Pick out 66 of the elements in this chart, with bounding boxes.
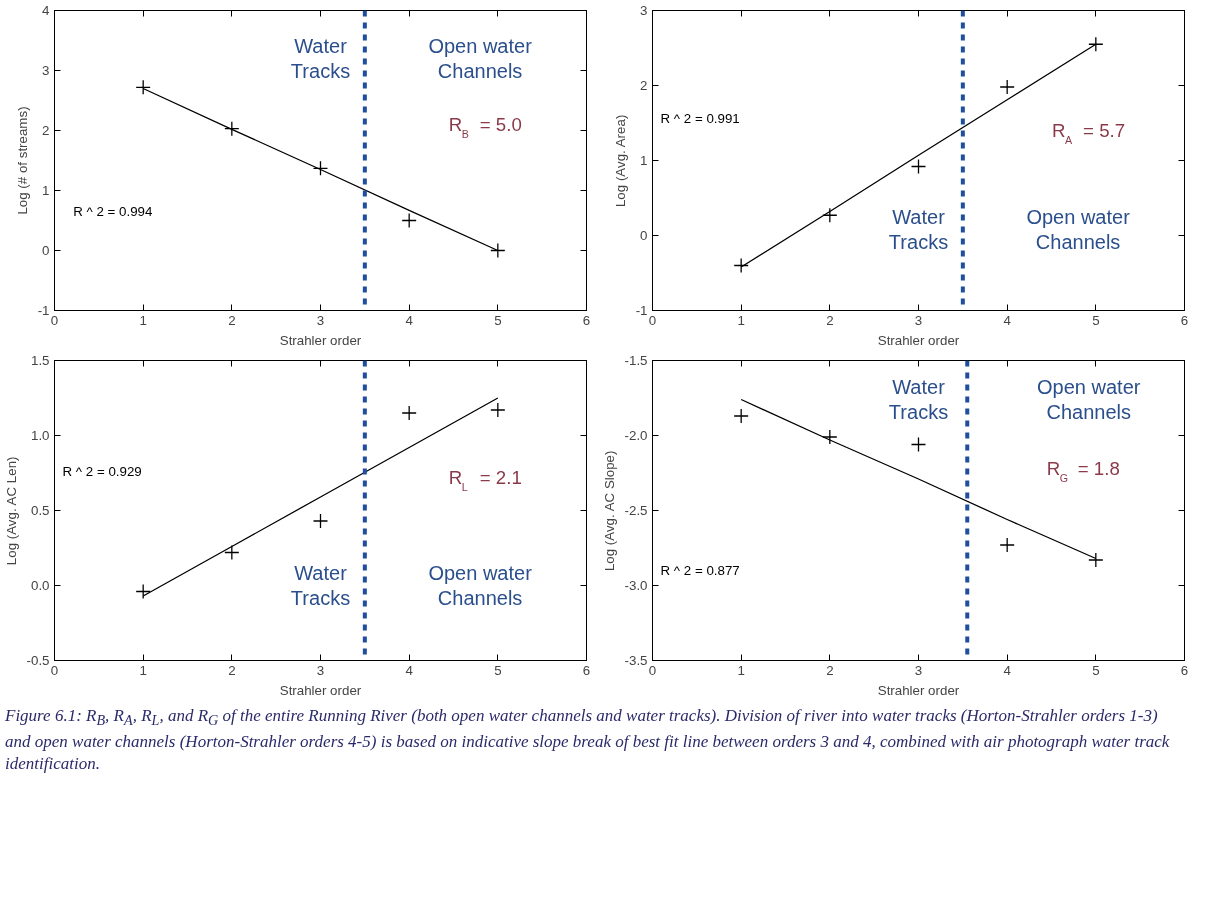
y-tick-label: 1.5 bbox=[30, 353, 50, 368]
annotation: Water Tracks bbox=[290, 562, 351, 609]
y-tick-label: -2.0 bbox=[624, 428, 648, 443]
x-tick-label: 4 bbox=[405, 312, 414, 328]
x-tick-label: 5 bbox=[1092, 662, 1100, 678]
y-tick-label: -0.5 bbox=[26, 653, 50, 668]
y-tick-label: -3.0 bbox=[624, 578, 648, 593]
x-axis-title: Strahler order bbox=[877, 682, 960, 698]
annotation: R ^ 2 = 0.994 bbox=[73, 204, 153, 219]
y-tick-label: 2 bbox=[640, 78, 648, 93]
x-axis-title: Strahler order bbox=[279, 332, 362, 348]
x-tick-label: 2 bbox=[228, 662, 236, 678]
x-tick-label: 3 bbox=[914, 312, 923, 328]
x-tick-label: 3 bbox=[914, 662, 923, 678]
y-tick-label: 1 bbox=[640, 153, 648, 168]
annotation: R ^ 2 = 0.991 bbox=[660, 111, 740, 126]
x-tick-label: 6 bbox=[1180, 662, 1189, 678]
annotation: Open water Channels bbox=[1026, 206, 1131, 253]
x-tick-label: 1 bbox=[737, 662, 745, 678]
y-tick-label: -1 bbox=[635, 303, 648, 318]
y-axis-title: Log (Avg. AC Len) bbox=[3, 456, 19, 566]
y-axis-title: Log (Avg. AC Slope) bbox=[601, 450, 617, 572]
y-tick-label: -1.5 bbox=[624, 353, 648, 368]
x-tick-label: 1 bbox=[139, 312, 147, 328]
x-axis-title: Strahler order bbox=[877, 332, 960, 348]
y-tick-label: 1 bbox=[42, 183, 50, 198]
x-tick-label: 4 bbox=[405, 662, 414, 678]
y-tick-label: 0.0 bbox=[30, 578, 50, 593]
x-axis-title: Strahler order bbox=[279, 682, 362, 698]
x-tick-label: 2 bbox=[228, 312, 236, 328]
annotation: R ^ 2 = 0.877 bbox=[660, 563, 740, 578]
y-tick-label: 0 bbox=[640, 228, 648, 243]
annotation: Water Tracks bbox=[290, 35, 351, 82]
annotation: Open water Channels bbox=[1037, 376, 1141, 423]
annotation: Water Tracks bbox=[888, 206, 949, 253]
x-tick-label: 3 bbox=[316, 662, 325, 678]
y-tick-label: 3 bbox=[640, 3, 648, 18]
x-tick-label: 5 bbox=[1092, 312, 1100, 328]
x-tick-label: 6 bbox=[582, 312, 591, 328]
x-tick-label: 2 bbox=[826, 662, 834, 678]
annotation: Water Tracks bbox=[888, 376, 949, 423]
y-tick-label: 1.0 bbox=[30, 428, 50, 443]
x-tick-label: 1 bbox=[737, 312, 745, 328]
y-tick-label: 0.5 bbox=[30, 503, 50, 518]
y-tick-label: 4 bbox=[42, 3, 51, 18]
y-tick-label: -2.5 bbox=[624, 503, 648, 518]
y-tick-label: 3 bbox=[42, 63, 50, 78]
x-tick-label: 1 bbox=[139, 662, 147, 678]
x-tick-label: 3 bbox=[316, 312, 325, 328]
x-tick-label: 5 bbox=[494, 662, 502, 678]
annotation: R ^ 2 = 0.929 bbox=[62, 464, 142, 479]
y-axis-title: Log (# of streams) bbox=[14, 106, 30, 215]
x-tick-label: 6 bbox=[582, 662, 591, 678]
y-tick-label: 2 bbox=[42, 123, 50, 138]
x-tick-label: 6 bbox=[1180, 312, 1189, 328]
x-tick-label: 2 bbox=[826, 312, 834, 328]
y-tick-label: -3.5 bbox=[624, 653, 648, 668]
annotation: Open water Channels bbox=[428, 35, 533, 82]
x-tick-label: 4 bbox=[1003, 662, 1012, 678]
x-tick-label: 4 bbox=[1003, 312, 1012, 328]
y-axis-title: Log (Avg. Area) bbox=[612, 114, 628, 208]
y-tick-label: -1 bbox=[37, 303, 50, 318]
x-tick-label: 5 bbox=[494, 312, 502, 328]
text: Figure 6.1: R$_{B}$, R$_{A}$, R$_{L}$, and R$_{G}$ of the entire Running River (both open water channels and water tracks). Division of river into water tracks (Horton-Strahler orders 1-3) and open water channels (Horton-Strahler orders 4-5) is based on indicative slope break of best fit line between orders 3 and 4, combined with air photograph water track identification. bbox=[5, 706, 1170, 774]
annotation: Open water Channels bbox=[428, 562, 533, 609]
y-tick-label: 0 bbox=[42, 243, 50, 258]
